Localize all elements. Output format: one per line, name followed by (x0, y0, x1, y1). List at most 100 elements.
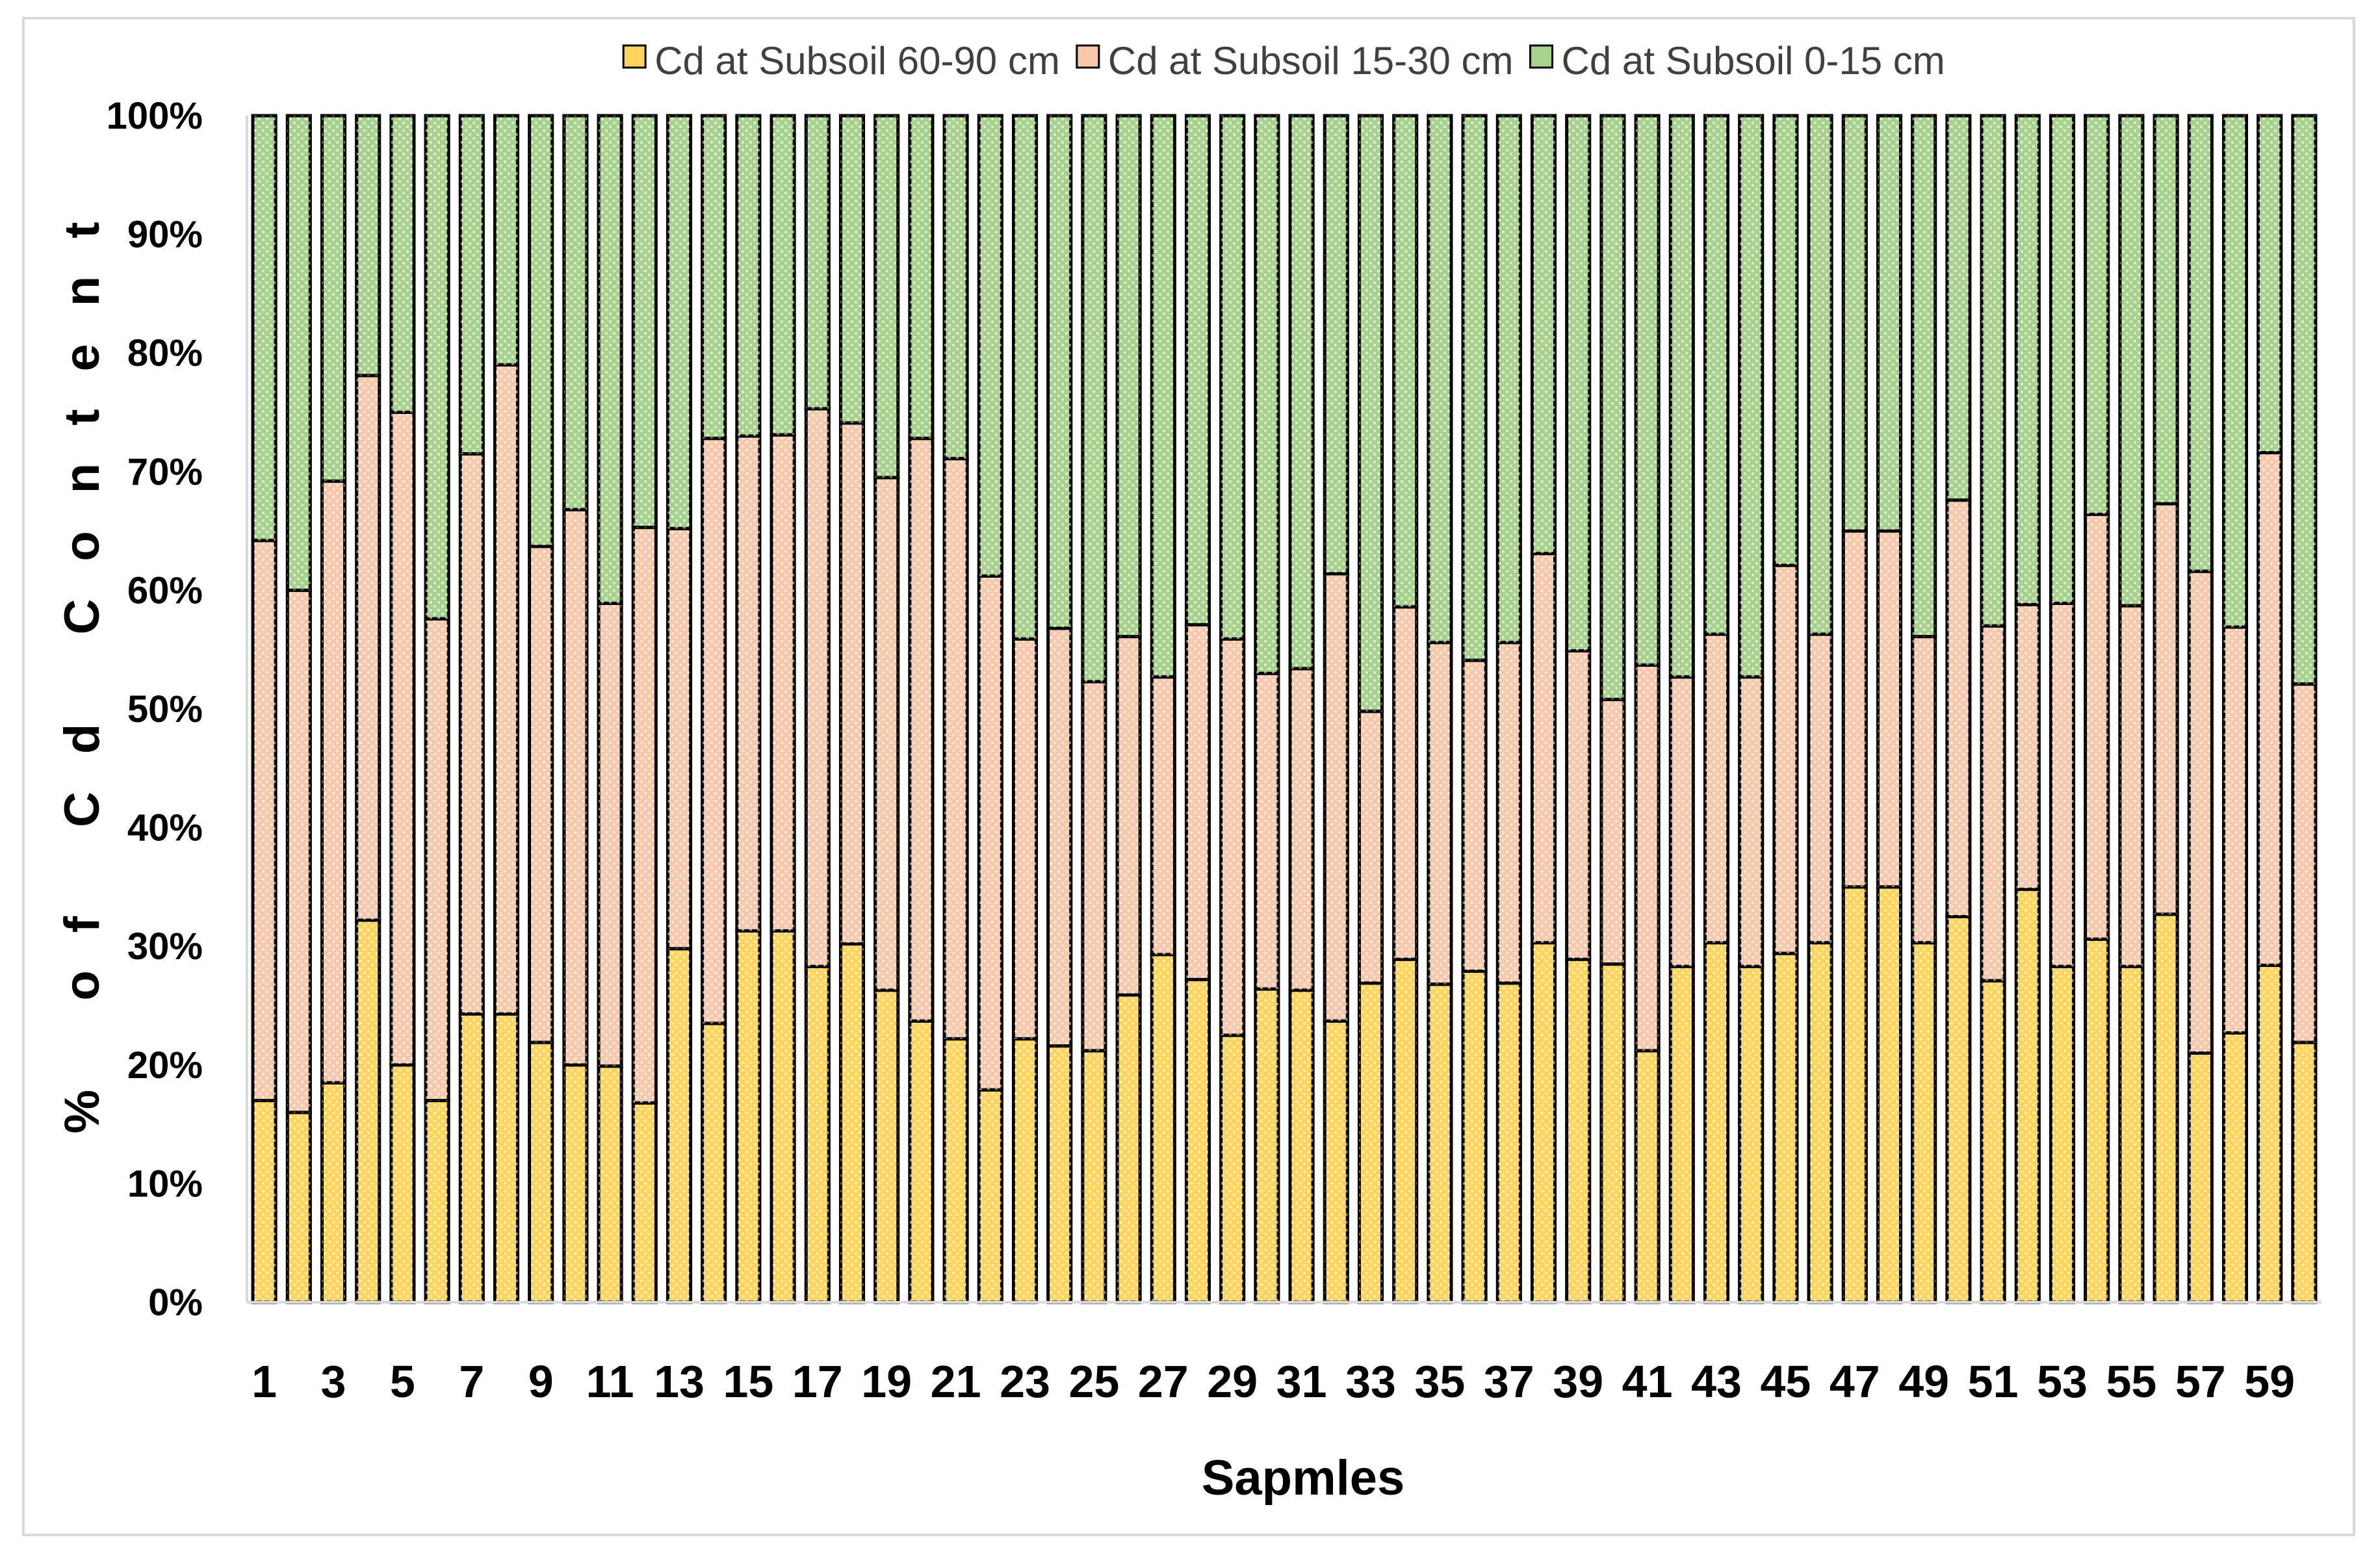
bar-segment-texture (1912, 942, 1935, 1302)
y-tick-label: 20% (127, 1044, 203, 1087)
bar-segment-texture (1601, 699, 1624, 964)
x-tick-label: 29 (1207, 1356, 1258, 1407)
bar-segment-texture (1325, 573, 1348, 1022)
bar-segment-texture (1325, 116, 1348, 574)
bar-segment-texture (909, 438, 933, 1022)
legend-swatch-2 (1076, 44, 1100, 69)
x-axis-label: Sapmles (1202, 1450, 1405, 1506)
bar-segment-texture (944, 458, 968, 1039)
bar-segment-texture (1325, 1021, 1348, 1302)
bar-segment-texture (2016, 116, 2039, 605)
bar-segment-texture (1566, 959, 1590, 1302)
bar-segment-texture (2016, 889, 2039, 1302)
x-tick-label: 51 (1968, 1356, 2019, 1407)
bar-segment-texture (391, 116, 414, 413)
bar-segment-texture (1497, 116, 1521, 643)
bar-segment-texture (529, 1042, 552, 1302)
bar-segment-texture (426, 619, 449, 1101)
bar-segment-texture (1912, 636, 1935, 943)
bar-segment-texture (633, 1103, 656, 1302)
bar-segment-texture (2119, 966, 2143, 1302)
x-tick-label: 41 (1622, 1356, 1673, 1407)
bar-segment-texture (2016, 604, 2039, 890)
bar-segment-texture (840, 944, 864, 1302)
bar-segment-texture (771, 435, 795, 931)
bar-segment-texture (495, 116, 518, 365)
bar-segment-texture (1117, 995, 1141, 1302)
bar-segment-texture (979, 1090, 1002, 1302)
y-tick-label: 60% (127, 569, 203, 611)
y-tick-label: 0% (148, 1281, 203, 1324)
bar-segment-texture (875, 477, 898, 990)
bar-segment-texture (2154, 914, 2178, 1302)
bar-segment-texture (1774, 116, 1797, 566)
bar-segment-texture (1497, 642, 1521, 983)
y-tick-label: 50% (127, 688, 203, 730)
bar-segment-texture (1601, 964, 1624, 1302)
bar-segment-texture (2085, 514, 2108, 940)
bar-segment-texture (1636, 116, 1659, 665)
bar-segment-texture (633, 116, 656, 528)
bar-segment-texture (1221, 1035, 1244, 1302)
bar-segment-texture (1221, 116, 1244, 639)
bar-segment-texture (2292, 116, 2316, 684)
x-tick-label: 57 (2175, 1356, 2226, 1407)
bar-segment-texture (1809, 942, 1832, 1302)
x-tick-label: 43 (1691, 1356, 1742, 1407)
bar-segment-texture (2085, 939, 2108, 1302)
bar-segment-texture (322, 1083, 345, 1302)
x-tick-label: 19 (861, 1356, 912, 1407)
x-tick-label: 37 (1484, 1356, 1534, 1407)
bar-segment-texture (1670, 966, 1694, 1302)
x-tick-label: 23 (1000, 1356, 1050, 1407)
bar-segment-texture (2154, 504, 2178, 914)
bar-segment-texture (2223, 1033, 2247, 1302)
bar-segment-texture (460, 454, 484, 1014)
bar-segment-texture (460, 1014, 484, 1302)
bar-segment-texture (1082, 116, 1106, 682)
bar-segment-texture (1947, 916, 1970, 1302)
bar-segment-texture (599, 1066, 622, 1302)
bar-segment-texture (806, 116, 829, 409)
bar-segment-texture (1013, 116, 1037, 639)
bar-segment-texture (356, 920, 380, 1302)
legend-swatch-3 (1529, 44, 1554, 69)
bar-segment-texture (1048, 116, 1071, 628)
y-axis-label: % of Cd Content (55, 184, 110, 1133)
bar-segment-texture (1013, 639, 1037, 1039)
legend-swatch-1 (622, 44, 647, 69)
y-axis-ticks: 0% 10% 20% 30% 40% 50% 60% 70% 80% 90% 100% (107, 95, 203, 1324)
bar-segment-texture (1186, 979, 1209, 1302)
bar-segment-texture (1290, 116, 1313, 669)
bar-segment-texture (1463, 660, 1486, 972)
bar-segment-texture (702, 438, 725, 1023)
bar-segment-texture (702, 1023, 725, 1302)
bar-segment-texture (1670, 676, 1694, 967)
x-tick-label: 5 (390, 1356, 415, 1407)
x-tick-label: 55 (2106, 1356, 2156, 1407)
bar-segment-texture (2258, 452, 2281, 966)
y-tick-label: 40% (127, 807, 203, 849)
bar-segment-texture (563, 116, 587, 510)
x-tick-label: 59 (2244, 1356, 2295, 1407)
bar-segment-texture (1013, 1038, 1037, 1302)
bar-segment-texture (1878, 116, 1901, 532)
bar-segment-texture (1497, 983, 1521, 1302)
bar-segment-texture (667, 948, 691, 1302)
bar-segment-texture (1428, 116, 1451, 643)
bar-segment-texture (1255, 988, 1278, 1302)
bar-segment-texture (1048, 1046, 1071, 1302)
bar-segment-texture (1532, 942, 1555, 1302)
bar-segment-texture (875, 990, 898, 1302)
bar-segment-texture (944, 1038, 968, 1302)
bar-segment-texture (1982, 626, 2005, 981)
bar-segment-texture (599, 116, 622, 604)
bar-segment-texture (1878, 531, 1901, 887)
bar-segment-texture (1428, 642, 1451, 984)
bar-segment-texture (426, 116, 449, 619)
bar-segment-texture (495, 365, 518, 1014)
bar-segment-texture (426, 1100, 449, 1302)
bar-segment-texture (322, 481, 345, 1083)
bar-segment-texture (253, 1100, 276, 1302)
x-tick-label: 7 (459, 1356, 484, 1407)
